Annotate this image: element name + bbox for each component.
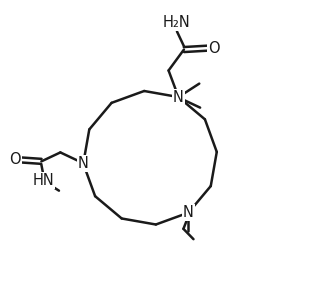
Text: N: N xyxy=(183,205,194,220)
Text: O: O xyxy=(208,41,219,56)
Text: H₂N: H₂N xyxy=(163,15,191,30)
Text: HN: HN xyxy=(33,173,55,188)
Text: O: O xyxy=(9,153,21,168)
Text: N: N xyxy=(78,156,89,171)
Text: N: N xyxy=(173,89,184,105)
